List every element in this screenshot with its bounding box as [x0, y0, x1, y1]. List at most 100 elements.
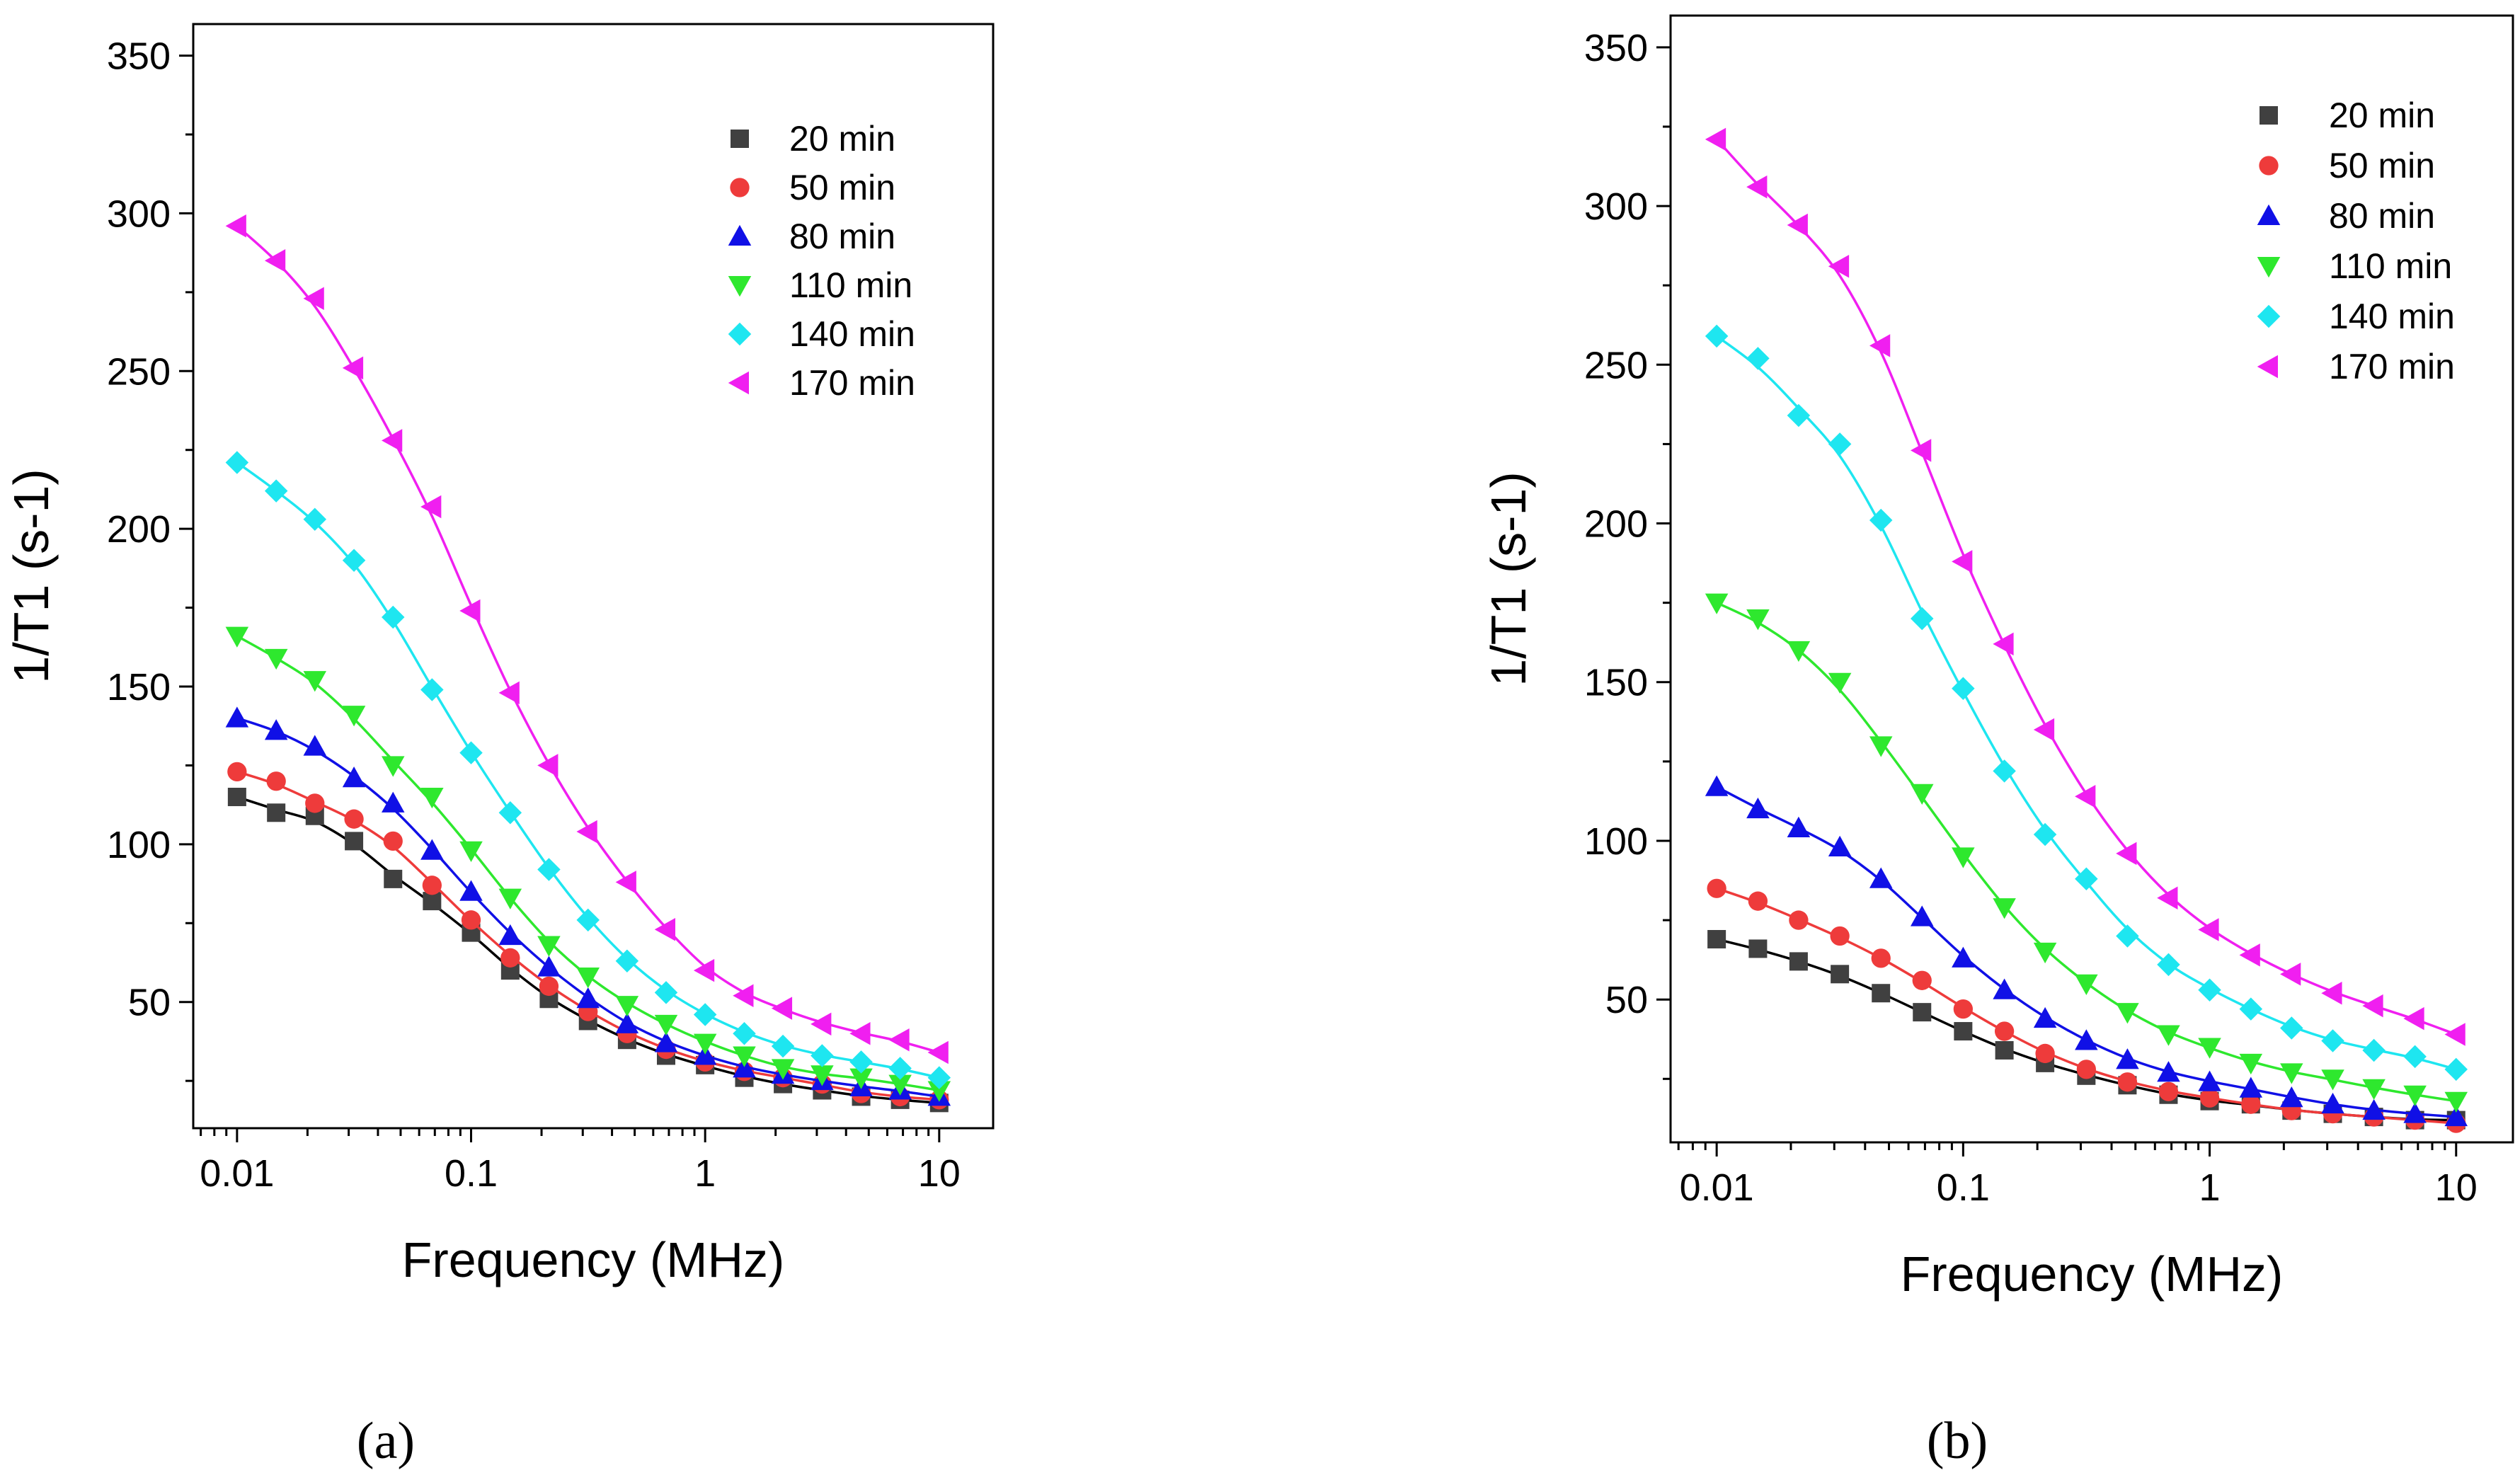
- panel-label-b: (b): [1927, 1412, 1988, 1470]
- data-point: [576, 820, 597, 844]
- y-tick-label: 350: [107, 35, 171, 78]
- data-point: [811, 1012, 832, 1036]
- legend-label: 170 min: [789, 363, 915, 403]
- data-point: [849, 1068, 873, 1089]
- data-point: [733, 1022, 756, 1045]
- data-point: [2239, 997, 2263, 1021]
- data-point: [1993, 898, 2016, 919]
- data-point: [771, 1059, 795, 1080]
- data-point: [2362, 994, 2383, 1018]
- data-point: [849, 1050, 873, 1074]
- legend-label: 20 min: [2329, 96, 2435, 135]
- data-point: [1828, 835, 1852, 856]
- legend-marker: [728, 371, 749, 395]
- data-point: [459, 880, 483, 901]
- data-point: [733, 984, 754, 1008]
- y-tick-label: 300: [107, 193, 171, 235]
- data-point: [461, 910, 481, 930]
- y-tick-label: 100: [1584, 820, 1648, 863]
- data-point: [615, 996, 639, 1017]
- data-point: [811, 1044, 834, 1067]
- chart-panel-b: 50 100 150 200 250 300 350 0.01 0.1 1 10 Frequency …: [1481, 14, 2514, 1302]
- panel-label-a: (a): [357, 1412, 415, 1470]
- y-tick-label: 150: [1584, 662, 1648, 704]
- data-point: [1910, 905, 1934, 926]
- x-tick-label: 10: [2435, 1166, 2478, 1209]
- data-point: [2075, 784, 2096, 808]
- data-point: [1828, 672, 1852, 694]
- fit-line-140-min: [1716, 335, 2457, 1071]
- data-point: [1994, 1021, 2015, 1041]
- data-point: [1913, 1003, 1932, 1022]
- data-point: [2157, 886, 2178, 909]
- data-point: [1952, 946, 1975, 968]
- data-point: [2199, 1088, 2220, 1108]
- data-point: [1787, 816, 1811, 838]
- data-point: [2198, 918, 2219, 941]
- data-point: [1993, 632, 2014, 656]
- data-point: [2116, 924, 2139, 948]
- data-point: [1953, 999, 1973, 1019]
- data-point: [1748, 891, 1768, 911]
- data-point: [2116, 1048, 2139, 1069]
- data-point: [498, 888, 522, 909]
- data-point: [420, 678, 444, 701]
- data-point: [1705, 127, 1726, 151]
- data-point: [1995, 1040, 2014, 1060]
- legend-label: 110 min: [2329, 246, 2452, 286]
- data-point: [1707, 878, 1726, 898]
- data-point: [927, 1066, 951, 1089]
- data-point: [2033, 822, 2057, 846]
- data-point: [2158, 1081, 2179, 1101]
- data-point: [2241, 1094, 2261, 1114]
- data-point: [615, 949, 639, 973]
- x-tick-label: 1: [2199, 1166, 2221, 1209]
- data-point: [615, 1012, 639, 1033]
- data-point: [537, 754, 559, 777]
- data-point: [344, 809, 364, 829]
- data-point: [227, 788, 246, 806]
- data-point: [1952, 677, 1975, 700]
- data-point: [576, 908, 600, 932]
- data-point: [1748, 939, 1768, 958]
- data-point: [225, 214, 246, 238]
- data-point: [2321, 1092, 2344, 1114]
- data-point: [1787, 403, 1811, 427]
- data-point: [2033, 942, 2057, 964]
- data-point: [225, 451, 249, 474]
- data-point: [2198, 978, 2221, 1001]
- y-axis-title: 1/T1 (s-1): [4, 469, 59, 683]
- data-point: [2239, 943, 2260, 967]
- data-point: [888, 1074, 912, 1096]
- data-point: [654, 1014, 678, 1036]
- legend-label: 110 min: [789, 265, 912, 305]
- data-point: [537, 955, 561, 977]
- data-point: [693, 1003, 717, 1026]
- data-point: [264, 249, 286, 272]
- legend-label: 80 min: [2329, 196, 2435, 236]
- x-tick-label: 1: [694, 1152, 716, 1195]
- data-point: [927, 1081, 951, 1102]
- data-point: [2362, 1098, 2386, 1120]
- data-point: [266, 771, 286, 791]
- x-tick-label: 0.1: [445, 1152, 498, 1195]
- legend-marker: [728, 224, 752, 246]
- data-point: [420, 839, 444, 860]
- data-point: [2075, 974, 2098, 996]
- legend-marker: [728, 322, 752, 346]
- data-point: [303, 287, 324, 311]
- data-point: [539, 976, 559, 997]
- y-tick-label: 250: [107, 350, 171, 393]
- data-point: [227, 762, 247, 781]
- data-point: [1910, 439, 1932, 462]
- data-point: [576, 968, 600, 989]
- data-point: [1787, 213, 1808, 237]
- data-point: [381, 429, 403, 452]
- x-tick-label: 0.01: [1680, 1166, 1754, 1209]
- data-point: [264, 479, 288, 503]
- legend-marker: [730, 178, 750, 197]
- x-tick-label: 0.01: [200, 1152, 274, 1195]
- legend-label: 80 min: [789, 217, 895, 256]
- data-point: [2157, 1061, 2180, 1082]
